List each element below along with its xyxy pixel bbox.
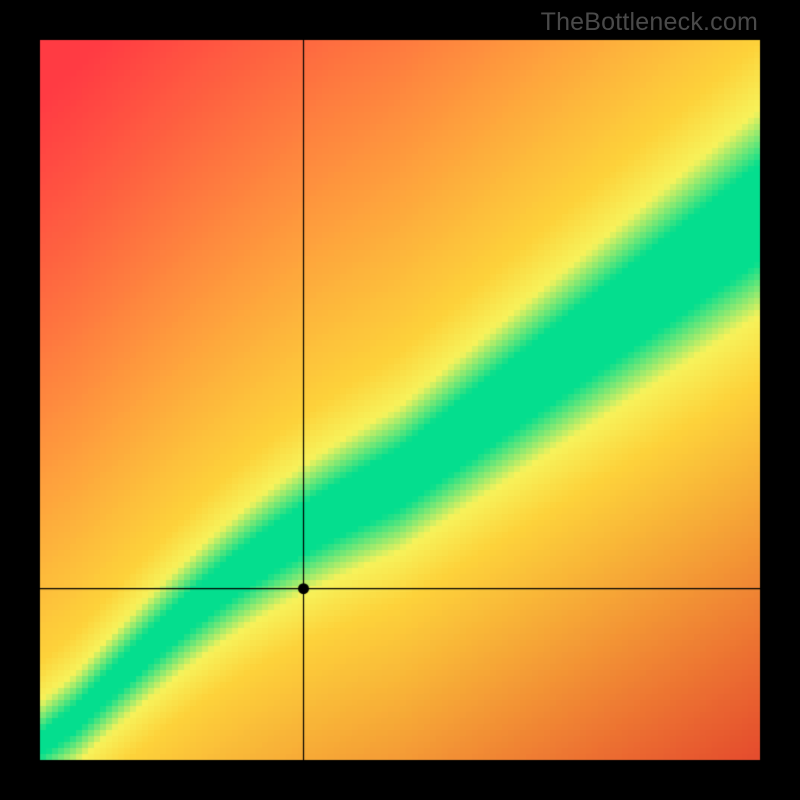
bottleneck-heatmap: [0, 0, 800, 800]
chart-container: TheBottleneck.com: [0, 0, 800, 800]
watermark-text: TheBottleneck.com: [541, 8, 758, 37]
